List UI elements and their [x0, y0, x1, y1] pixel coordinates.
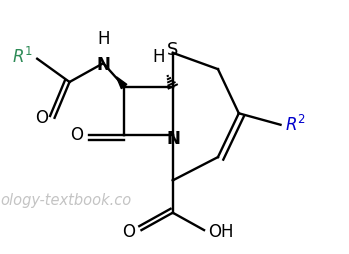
Text: H: H: [152, 48, 164, 66]
Text: N: N: [166, 130, 180, 147]
Text: ology-textbook.co: ology-textbook.co: [1, 192, 132, 207]
Text: H: H: [97, 29, 110, 47]
Text: N: N: [96, 56, 110, 74]
Text: S: S: [167, 40, 178, 58]
Text: O: O: [35, 109, 48, 126]
Polygon shape: [117, 77, 127, 89]
Text: OH: OH: [208, 222, 234, 240]
Text: O: O: [70, 126, 83, 144]
Text: O: O: [122, 222, 135, 240]
Text: $R^2$: $R^2$: [285, 115, 306, 135]
Text: $R^1$: $R^1$: [12, 47, 33, 67]
